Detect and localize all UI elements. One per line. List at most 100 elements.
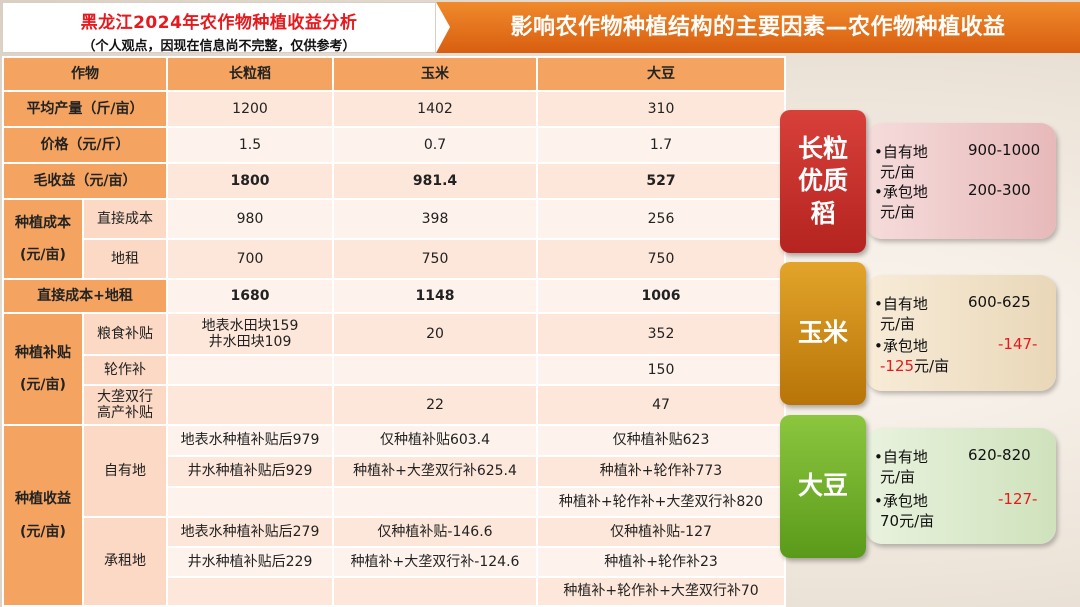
table-cell: 仅种植补贴623: [536, 424, 786, 457]
rented-land-range-start: -147-: [998, 335, 1038, 353]
rented-land-range: 200-300: [968, 181, 1031, 199]
table-row: 毛收益（元/亩） 1800 981.4 527: [2, 162, 786, 200]
income-table: 作物 长粒稻 玉米 大豆 平均产量（斤/亩） 1200 1402 310 价格（…: [2, 56, 786, 607]
header-soy: 大豆: [536, 56, 786, 92]
own-land-range: 900-1000: [968, 141, 1041, 159]
tag-line: 稻: [810, 198, 836, 228]
own-land-range: 620-820: [968, 446, 1031, 464]
header-corn: 玉米: [332, 56, 538, 92]
table-row: 井水种植补贴后229 种植补+大垄双行补-124.6 种植补+轮作补23: [3, 546, 786, 578]
table-cell: 981.4: [332, 162, 538, 200]
range-end-value: 70: [880, 512, 900, 530]
table-cell: [166, 354, 334, 386]
group-label-line: 种植补贴: [15, 344, 71, 361]
rented-land-unit: 元/亩: [880, 203, 916, 221]
rented-land-range-start: -127-: [998, 490, 1038, 508]
table-row: 种植补贴 (元/亩) 粮食补贴 地表水田块159 井水田块109 20 352: [2, 312, 786, 426]
group-label-subsidy: 种植补贴 (元/亩): [2, 312, 84, 426]
range-unit: 元/亩: [899, 512, 935, 530]
own-land-unit: 元/亩: [880, 163, 916, 181]
table-row: 平均产量（斤/亩） 1200 1402 310: [2, 90, 786, 128]
group-label-line: (元/亩): [20, 523, 66, 540]
row-label-own-land: 自有地: [82, 424, 168, 518]
table-cell: 150: [536, 354, 786, 386]
table-cell: 1680: [166, 278, 334, 314]
rented-land-label: •承包地: [874, 492, 928, 510]
table-cell: [332, 576, 538, 607]
own-land-unit: 元/亩: [880, 468, 916, 486]
cell-line: 大垄双行: [97, 388, 153, 405]
own-land-label: •自有地: [874, 448, 928, 466]
table-cell: 种植补+大垄双行补625.4: [332, 455, 538, 488]
table-cell: 1.7: [536, 126, 786, 164]
table-cell: 1402: [332, 90, 538, 128]
row-label: 粮食补贴: [82, 312, 168, 356]
own-land-unit: 元/亩: [880, 315, 916, 333]
table-row: 地租 700 750 750: [3, 238, 786, 280]
table-cell: 1006: [536, 278, 786, 314]
section-banner: 影响农作物种植结构的主要因素—农作物种植收益: [436, 2, 1080, 53]
title-box: 黑龙江2024年农作物种植收益分析 （个人观点，因现在信息尚不完整，仅供参考）: [2, 2, 436, 54]
table-cell: 352: [536, 312, 786, 356]
table-cell: 20: [332, 312, 538, 356]
table-cell: 1800: [166, 162, 334, 200]
table-cell: 256: [536, 198, 786, 240]
table-row: 轮作补 150: [3, 354, 786, 386]
table-cell: 地表水田块159 井水田块109: [166, 312, 334, 356]
table-cell: 种植补+轮作补23: [536, 546, 786, 578]
table-row: 承租地 地表水种植补贴后279 仅种植补贴-146.6 仅种植补贴-127: [3, 516, 786, 607]
table-cell: 22: [332, 384, 538, 426]
table-cell: [166, 486, 334, 518]
table-cell: 井水种植补贴后229: [166, 546, 334, 578]
table-cell: 井水种植补贴后929: [166, 455, 334, 488]
cell-line: 井水田块109: [208, 334, 292, 350]
page-title: 黑龙江2024年农作物种植收益分析: [80, 13, 358, 33]
table-cell: 700: [166, 238, 334, 280]
table-cell: [166, 384, 334, 426]
row-label: 平均产量（斤/亩）: [2, 90, 168, 128]
table-cell: 750: [332, 238, 538, 280]
header-crop: 作物: [2, 56, 168, 92]
table-row: 种植成本 (元/亩) 直接成本 980 398 256: [2, 198, 786, 280]
table-row: 井水种植补贴后929 种植补+大垄双行补625.4 种植补+轮作补773: [3, 455, 786, 488]
table-cell: 仅种植补贴603.4: [332, 424, 538, 457]
row-label: 毛收益（元/亩）: [2, 162, 168, 200]
group-label-cost: 种植成本 (元/亩): [2, 198, 84, 280]
table-cell: 地表水种植补贴后979: [166, 424, 334, 457]
table-cell: 980: [166, 198, 334, 240]
rented-land-label: •承包地: [874, 183, 928, 201]
group-label-line: (元/亩): [20, 377, 66, 394]
table-cell: 750: [536, 238, 786, 280]
table-cell: 0.7: [332, 126, 538, 164]
soy-tag: 大豆: [780, 415, 866, 558]
rented-land-range-end: -125元/亩: [880, 355, 949, 376]
table-row: 种植收益 (元/亩) 自有地 地表水种植补贴后979 仅种植补贴603.4 仅种…: [2, 424, 786, 607]
cell-line: 地表水田块159: [201, 317, 299, 334]
tag-line: 玉米: [797, 318, 848, 348]
table-cell: 1.5: [166, 126, 334, 164]
table-cell: 398: [332, 198, 538, 240]
tag-line: 大豆: [797, 471, 848, 501]
rice-tag: 长粒 优质稻: [780, 110, 866, 253]
corn-summary-card: •自有地 600-625 元/亩 •承包地 -147- -125元/亩: [866, 275, 1056, 391]
table-cell: [332, 354, 538, 386]
table-cell: 310: [536, 90, 786, 128]
table-row: 价格（元/斤） 1.5 0.7 1.7: [2, 126, 786, 164]
group-label-line: (元/亩): [20, 247, 66, 264]
table-cell: 1200: [166, 90, 334, 128]
tag-line: 优质: [797, 166, 848, 196]
table-cell: 527: [536, 162, 786, 200]
soy-summary-card: •自有地 620-820 元/亩 •承包地 -127- 70元/亩: [866, 428, 1056, 544]
table-cell: 种植补+轮作补+大垄双行补70: [536, 576, 786, 607]
header-rice: 长粒稻: [166, 56, 334, 92]
table-header-row: 作物 长粒稻 玉米 大豆: [2, 56, 786, 92]
corn-tag: 玉米: [780, 262, 866, 405]
rented-land-range-end: 70元/亩: [880, 510, 934, 531]
table-cell: 种植补+大垄双行补-124.6: [332, 546, 538, 578]
table-row: 种植补+轮作补+大垄双行补820: [3, 486, 786, 518]
page-subtitle: （个人观点，因现在信息尚不完整，仅供参考）: [82, 39, 356, 54]
group-label-line: 种植收益: [15, 491, 71, 508]
row-label: 直接成本+地租: [2, 278, 168, 314]
range-end-value: -125: [880, 357, 915, 375]
group-label-income: 种植收益 (元/亩): [2, 424, 84, 607]
